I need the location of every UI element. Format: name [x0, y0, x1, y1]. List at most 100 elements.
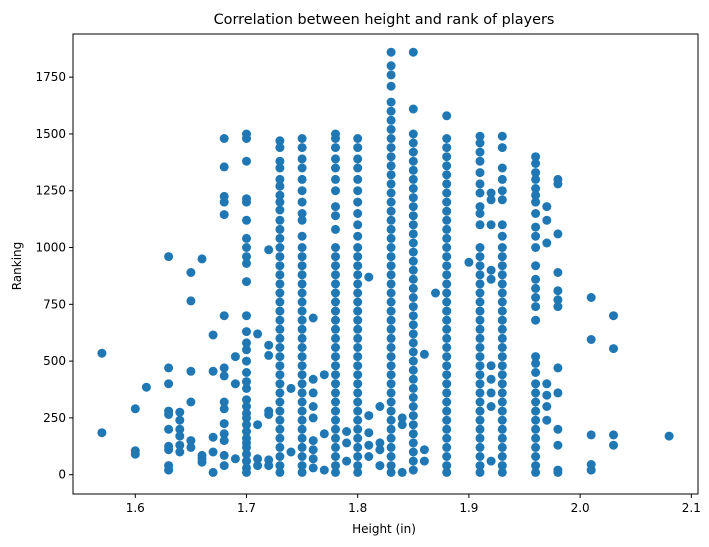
data-point [442, 433, 452, 443]
data-point [275, 452, 285, 461]
data-point [408, 211, 418, 221]
data-point [353, 379, 363, 389]
data-point [353, 333, 363, 343]
data-point [175, 440, 185, 450]
data-point [353, 370, 363, 380]
data-point [331, 415, 340, 425]
data-point [364, 440, 374, 450]
data-point [353, 143, 363, 153]
data-point [408, 156, 418, 166]
data-point [386, 161, 396, 171]
data-point [297, 343, 307, 352]
data-point [442, 415, 452, 425]
data-point [442, 288, 452, 298]
data-point [475, 452, 485, 461]
data-point [497, 406, 507, 416]
data-point [331, 388, 340, 398]
data-point [442, 261, 452, 271]
data-point [297, 270, 307, 280]
data-point [442, 343, 452, 352]
data-point [497, 195, 507, 205]
data-point [542, 415, 552, 425]
data-point [531, 197, 541, 207]
data-point [331, 174, 340, 184]
data-point [586, 465, 596, 475]
data-point [275, 361, 285, 371]
data-point [475, 379, 485, 389]
data-point [497, 163, 507, 173]
data-point [386, 206, 396, 216]
data-point [442, 406, 452, 416]
data-point [308, 445, 318, 455]
data-point [408, 438, 418, 448]
data-point [219, 311, 229, 321]
data-point [553, 424, 563, 434]
data-point [331, 452, 340, 461]
data-point [353, 388, 363, 398]
data-point [331, 163, 340, 173]
data-point [331, 154, 340, 164]
data-point [475, 179, 485, 189]
data-point [497, 415, 507, 425]
data-point [475, 209, 485, 218]
data-point [331, 224, 340, 234]
data-point [386, 467, 396, 477]
data-point [386, 70, 396, 80]
data-point [242, 243, 251, 252]
data-point [297, 461, 307, 471]
data-point [531, 397, 541, 407]
data-point [386, 297, 396, 307]
data-point [408, 338, 418, 348]
data-point [275, 174, 285, 184]
data-point [242, 197, 251, 207]
data-point [408, 104, 418, 114]
data-point [386, 47, 396, 57]
data-point [497, 433, 507, 443]
data-point [297, 279, 307, 289]
data-point [442, 179, 452, 189]
data-point [375, 402, 385, 411]
data-point [208, 447, 218, 457]
data-point [364, 411, 374, 421]
data-point [297, 134, 307, 143]
data-point [486, 361, 496, 371]
data-point [531, 209, 541, 218]
data-point [297, 397, 307, 407]
data-point [353, 452, 363, 461]
data-point [297, 261, 307, 271]
plot-frame [72, 33, 699, 495]
data-point [275, 297, 285, 307]
data-point [253, 454, 263, 464]
data-point [386, 379, 396, 389]
data-point [497, 131, 507, 141]
data-point [408, 402, 418, 411]
data-point [242, 345, 251, 355]
data-point [353, 154, 363, 164]
data-point [175, 415, 185, 425]
data-point [408, 238, 418, 248]
data-point [242, 377, 251, 387]
data-point [219, 197, 229, 207]
data-point [275, 143, 285, 153]
data-point [97, 428, 107, 438]
data-point [175, 431, 185, 441]
data-point [475, 220, 485, 230]
data-point [475, 147, 485, 157]
data-point [386, 415, 396, 425]
data-point [497, 361, 507, 371]
x-axis-label: Height (in) [352, 522, 416, 536]
data-point [342, 438, 352, 448]
data-point [475, 261, 485, 271]
data-point [497, 333, 507, 343]
data-point [486, 188, 496, 198]
data-point [297, 333, 307, 343]
data-point [297, 415, 307, 425]
data-point [297, 467, 307, 477]
data-point [531, 231, 541, 241]
data-point [208, 467, 218, 477]
data-point [542, 402, 552, 411]
data-point [475, 131, 485, 141]
data-point [475, 156, 485, 166]
data-point [531, 415, 541, 425]
data-point [331, 397, 340, 407]
